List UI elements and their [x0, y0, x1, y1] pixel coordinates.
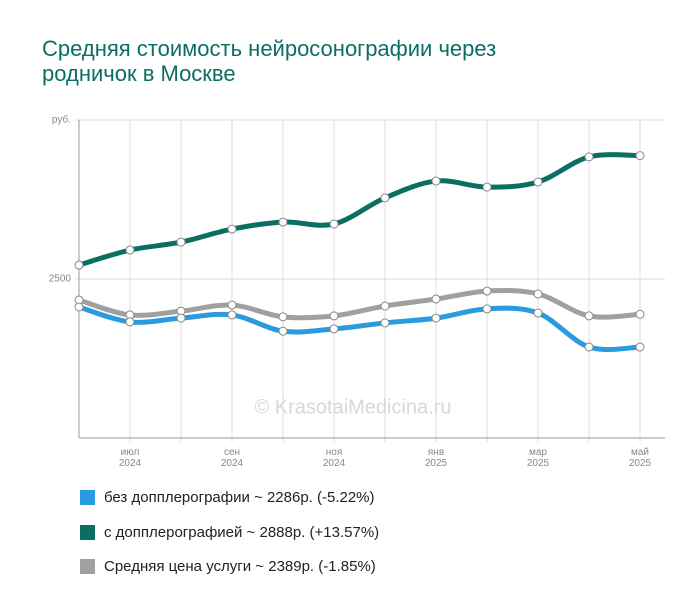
y-tick-label: руб.: [52, 114, 71, 126]
point: [278, 312, 288, 322]
point: [125, 317, 135, 327]
point: [482, 286, 492, 296]
point: [176, 237, 186, 247]
point: [329, 311, 339, 321]
point: [635, 309, 645, 319]
point: [533, 308, 543, 318]
legend-label: Средняя цена услуги ~ 2389р. (-1.85%): [104, 558, 376, 575]
point: [431, 313, 441, 323]
point: [584, 311, 594, 321]
point: [125, 245, 135, 255]
point: [533, 177, 543, 187]
chart-title: Средняя стоимость нейросонографии через …: [42, 36, 497, 86]
point: [431, 176, 441, 186]
legend-swatch: [80, 490, 95, 505]
x-tick-label: ноя 2024: [322, 447, 346, 469]
legend-label: без допплерографии ~ 2286р. (-5.22%): [104, 489, 375, 506]
point: [482, 182, 492, 192]
point: [584, 342, 594, 352]
point: [227, 300, 237, 310]
watermark: © KrasotaiMedicina.ru: [254, 396, 451, 418]
legend-swatch: [80, 524, 95, 540]
point: [278, 326, 288, 336]
x-tick-label: сен 2024: [220, 447, 244, 469]
x-tick-label: июл 2024: [118, 447, 142, 469]
point: [380, 193, 390, 203]
x-tick-label: мар 2025: [526, 447, 550, 469]
point: [431, 294, 441, 304]
legend-item: Средняя цена услуги ~ 2389р. (-1.85%): [80, 558, 376, 575]
legend-swatch: [80, 559, 95, 574]
point: [380, 301, 390, 311]
point: [584, 152, 594, 162]
point: [635, 342, 645, 352]
x-tick-label: янв 2025: [424, 447, 448, 469]
point: [533, 289, 543, 299]
series-line: [76, 288, 643, 321]
point: [227, 310, 237, 320]
point: [380, 318, 390, 328]
y-tick-label: 2500: [49, 274, 72, 285]
point: [176, 313, 186, 323]
legend-item: с допплерографией ~ 2888р. (+13.57%): [80, 524, 379, 541]
point: [329, 219, 339, 229]
legend-item: без допплерографии ~ 2286р. (-5.22%): [80, 489, 375, 506]
point: [329, 324, 339, 334]
point: [74, 302, 84, 312]
legend-label: с допплерографией ~ 2888р. (+13.57%): [104, 523, 380, 541]
point: [278, 217, 288, 227]
point: [74, 260, 84, 270]
point: [482, 304, 492, 314]
series-line: [76, 152, 643, 268]
point: [227, 224, 237, 234]
x-tick-label: май 2025: [628, 447, 652, 469]
point: [635, 151, 645, 161]
